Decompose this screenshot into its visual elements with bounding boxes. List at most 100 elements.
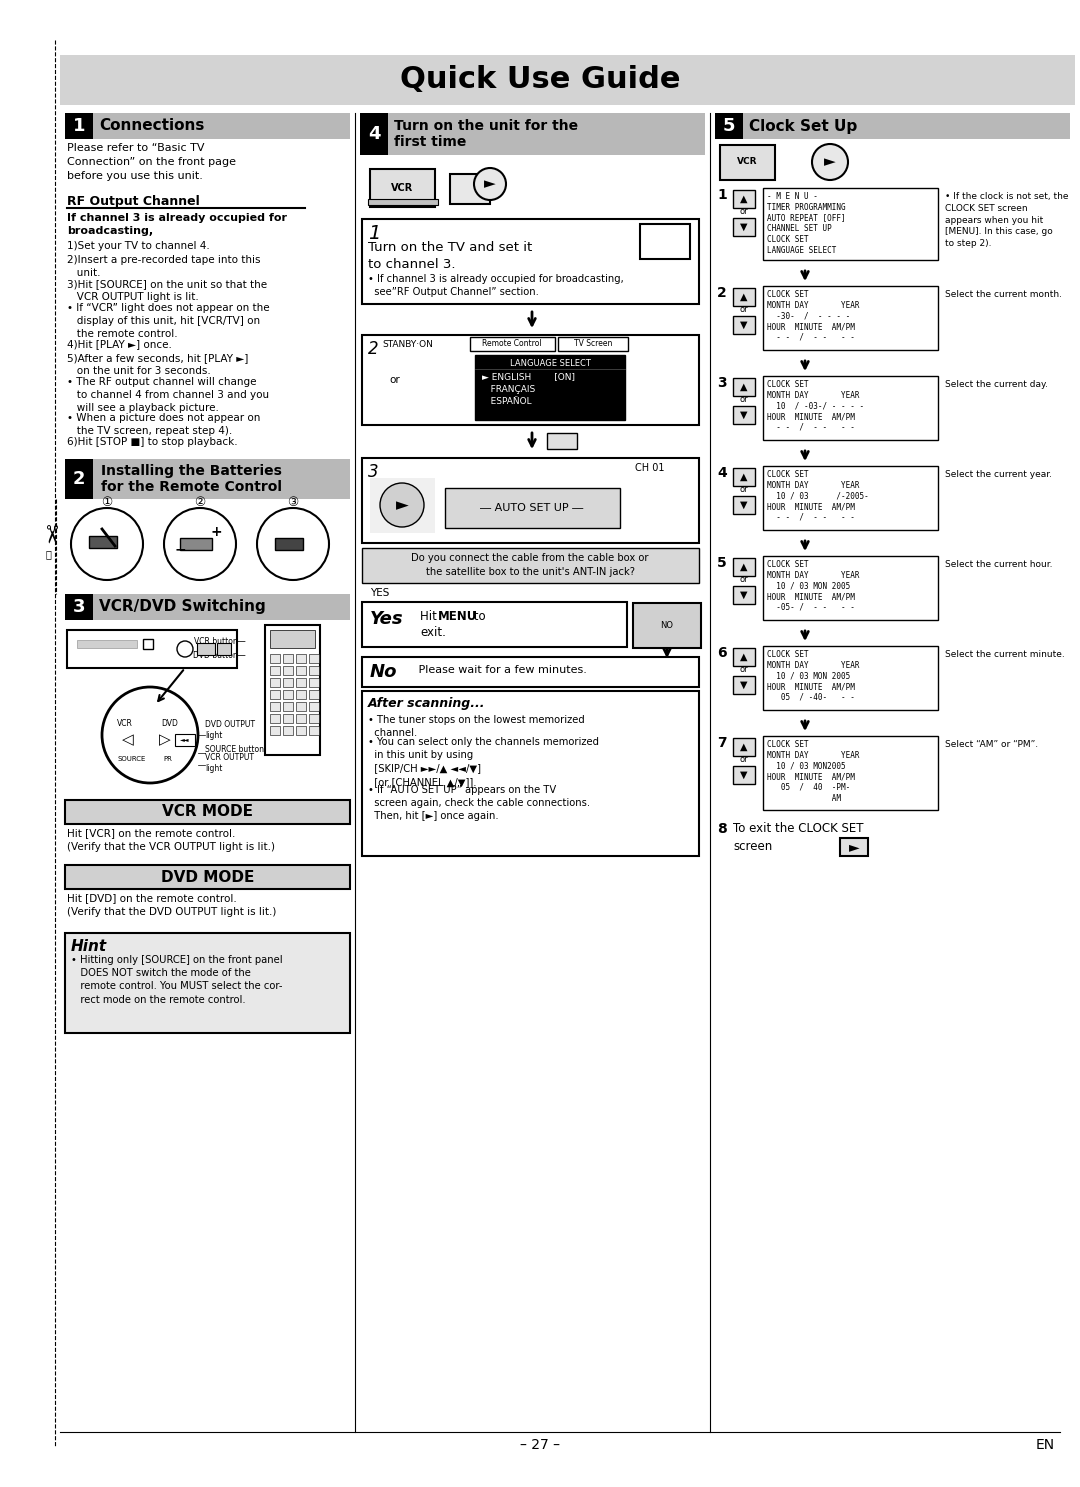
Bar: [275, 538, 303, 550]
Bar: [283, 654, 293, 663]
Text: SOURCE: SOURCE: [118, 755, 146, 761]
Text: 3: 3: [72, 598, 85, 616]
Text: or: or: [740, 208, 748, 217]
Bar: [309, 654, 319, 663]
Circle shape: [380, 483, 424, 526]
Text: ▲: ▲: [740, 742, 747, 752]
Text: ㄐ: ㄐ: [45, 549, 51, 559]
Bar: [309, 666, 319, 675]
Text: ▲: ▲: [740, 382, 747, 393]
Bar: [762, 736, 939, 810]
Text: ▼: ▼: [740, 680, 747, 690]
Text: Hit [VCR] on the remote control.
(Verify that the VCR OUTPUT light is lit.): Hit [VCR] on the remote control. (Verify…: [67, 828, 275, 852]
Text: Turn on the unit for the
first time: Turn on the unit for the first time: [394, 119, 578, 149]
Bar: [475, 355, 625, 419]
Bar: [733, 288, 755, 306]
Bar: [197, 642, 215, 654]
Bar: [733, 586, 755, 604]
Text: • The RF output channel will change
   to channel 4 from channel 3 and you
   wi: • The RF output channel will change to c…: [67, 378, 269, 413]
Bar: [309, 714, 319, 723]
Bar: [362, 691, 699, 857]
Text: Hit [DVD] on the remote control.
(Verify that the DVD OUTPUT light is lit.): Hit [DVD] on the remote control. (Verify…: [67, 894, 276, 917]
Text: 8: 8: [717, 822, 727, 836]
Bar: [283, 678, 293, 687]
Text: CH 01: CH 01: [635, 462, 664, 473]
Bar: [93, 459, 350, 500]
Bar: [296, 654, 306, 663]
Bar: [633, 604, 701, 648]
Bar: [309, 678, 319, 687]
Text: • When a picture does not appear on
   the TV screen, repeat step 4).: • When a picture does not appear on the …: [67, 413, 260, 436]
Bar: [270, 702, 280, 711]
Text: ✂: ✂: [36, 523, 60, 544]
Text: To exit the CLOCK SET
screen: To exit the CLOCK SET screen: [733, 822, 864, 854]
Bar: [65, 932, 350, 1033]
Text: or: or: [740, 575, 748, 584]
Bar: [65, 865, 350, 889]
Text: 4)Hit [PLAY ►] once.: 4)Hit [PLAY ►] once.: [67, 339, 172, 349]
Text: ②: ②: [194, 495, 205, 509]
Text: RF Output Channel: RF Output Channel: [67, 195, 200, 208]
Text: Remote Control: Remote Control: [482, 339, 542, 348]
Bar: [733, 738, 755, 755]
Text: • If “AUTO SET UP” appears on the TV
  screen again, check the cable connections: • If “AUTO SET UP” appears on the TV scr…: [368, 785, 590, 821]
Text: ▼: ▼: [740, 222, 747, 232]
Text: to: to: [470, 610, 486, 623]
Bar: [362, 458, 699, 543]
Text: Hint: Hint: [71, 938, 107, 955]
Text: DVD MODE: DVD MODE: [161, 870, 254, 885]
Bar: [450, 174, 490, 204]
Text: ― AUTO SET UP ―: ― AUTO SET UP ―: [481, 503, 583, 513]
Text: ◄◄: ◄◄: [180, 738, 190, 742]
Bar: [733, 378, 755, 396]
Bar: [388, 113, 705, 155]
Text: VCR: VCR: [391, 183, 414, 193]
Bar: [362, 335, 699, 425]
Text: Please wait for a few minutes.: Please wait for a few minutes.: [415, 665, 586, 675]
Bar: [283, 666, 293, 675]
Text: Select the current hour.: Select the current hour.: [945, 561, 1053, 570]
Text: ▼: ▼: [740, 320, 747, 330]
Text: ◁: ◁: [122, 733, 134, 748]
Text: ▲: ▲: [740, 562, 747, 572]
Text: - M E N U -
TIMER PROGRAMMING
AUTO REPEAT [OFF]
CHANNEL SET UP
CLOCK SET
LANGUAG: - M E N U - TIMER PROGRAMMING AUTO REPEA…: [767, 192, 846, 254]
Text: CLOCK SET
MONTH DAY       YEAR
  10  / -03-/ - - - -
HOUR  MINUTE  AM/PM
  - -  : CLOCK SET MONTH DAY YEAR 10 / -03-/ - - …: [767, 381, 864, 433]
Text: CLOCK SET
MONTH DAY       YEAR
  10 / 03 MON2005
HOUR  MINUTE  AM/PM
   05  /  4: CLOCK SET MONTH DAY YEAR 10 / 03 MON2005…: [767, 741, 860, 803]
Bar: [309, 726, 319, 735]
Text: 7: 7: [717, 736, 727, 749]
Text: After scanning...: After scanning...: [368, 697, 486, 709]
Text: or: or: [740, 485, 748, 495]
Bar: [762, 645, 939, 709]
Circle shape: [474, 168, 507, 199]
Text: Select the current minute.: Select the current minute.: [945, 650, 1065, 659]
Text: Clock Set Up: Clock Set Up: [750, 119, 858, 134]
Bar: [368, 199, 438, 205]
Text: ▼: ▼: [740, 410, 747, 419]
Bar: [840, 839, 868, 857]
Bar: [283, 714, 293, 723]
Text: 1)Set your TV to channel 4.: 1)Set your TV to channel 4.: [67, 241, 210, 251]
Text: ▲: ▲: [740, 193, 747, 204]
Text: • The tuner stops on the lowest memorized
  channel.: • The tuner stops on the lowest memorize…: [368, 715, 584, 738]
Text: DVD: DVD: [162, 718, 178, 727]
Bar: [733, 219, 755, 236]
Bar: [270, 654, 280, 663]
Text: VCR/DVD Switching: VCR/DVD Switching: [99, 599, 266, 614]
Text: VCR MODE: VCR MODE: [162, 804, 253, 819]
Text: 2: 2: [717, 286, 727, 300]
Text: If channel 3 is already occupied for
broadcasting,: If channel 3 is already occupied for bro…: [67, 213, 287, 236]
Text: Do you connect the cable from the cable box or
the satellite box to the unit's A: Do you connect the cable from the cable …: [411, 553, 649, 577]
Bar: [309, 690, 319, 699]
Bar: [67, 630, 237, 668]
Bar: [360, 113, 388, 155]
Bar: [65, 800, 350, 824]
Bar: [217, 642, 231, 654]
Text: 6)Hit [STOP ■] to stop playback.: 6)Hit [STOP ■] to stop playback.: [67, 437, 238, 448]
Text: CLOCK SET
MONTH DAY       YEAR
  -30-  /  - - - -
HOUR  MINUTE  AM/PM
  - -  /  : CLOCK SET MONTH DAY YEAR -30- / - - - - …: [767, 290, 860, 342]
Text: −: −: [174, 541, 186, 556]
Bar: [362, 219, 699, 303]
Text: Select the current year.: Select the current year.: [945, 470, 1052, 479]
Bar: [265, 625, 320, 755]
Text: ► ENGLISH        [ON]: ► ENGLISH [ON]: [482, 372, 575, 381]
Text: or: or: [390, 375, 401, 385]
